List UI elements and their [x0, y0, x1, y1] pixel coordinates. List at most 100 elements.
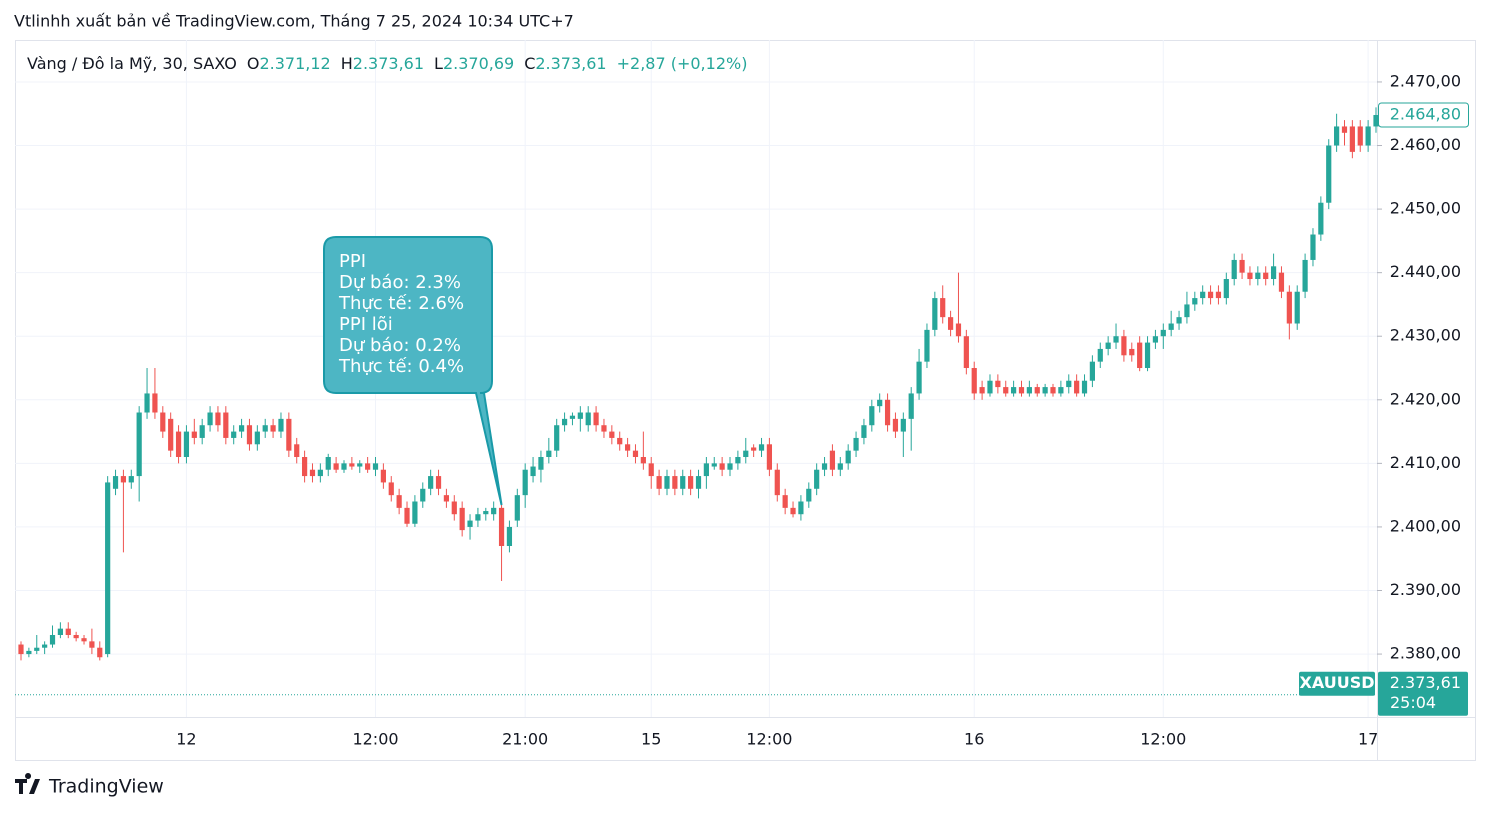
candle-body [798, 501, 804, 515]
candle-body [396, 495, 402, 508]
x-tick-label: 12:00 [746, 730, 792, 749]
candle-body [128, 476, 134, 483]
symbol-tag-label: XAUUSD [1299, 673, 1374, 692]
y-tick-label: 2.450,00 [1390, 199, 1461, 218]
price-tag [1378, 671, 1468, 716]
candle-body [900, 418, 906, 432]
candle-body [561, 418, 568, 426]
candle-body [144, 393, 150, 413]
candle-body [112, 476, 119, 489]
candle-body [341, 463, 347, 470]
candle-body [380, 469, 386, 483]
candle-body [1223, 279, 1229, 299]
candle-body [522, 469, 528, 496]
candle-body [498, 507, 505, 547]
candle-body [42, 644, 48, 648]
candle-body [829, 450, 836, 470]
candle-body [1184, 304, 1190, 318]
candle-body [365, 463, 371, 470]
y-tick-label: 2.440,00 [1390, 262, 1461, 281]
candle-body [719, 463, 725, 470]
candle-body [688, 476, 694, 489]
candle-body [105, 482, 111, 655]
y-tick-label: 2.390,00 [1390, 580, 1461, 599]
candle-body [640, 457, 646, 464]
candle-body [782, 495, 788, 508]
logo-icon [15, 773, 40, 794]
callout-line: PPI lõi [339, 314, 393, 335]
candles [18, 107, 1379, 661]
candle-body [1310, 234, 1316, 260]
candle-body [175, 431, 182, 458]
candle-body [672, 476, 678, 489]
price-tag-label: 2.373,61 [1390, 673, 1461, 692]
callout-line: PPI [339, 251, 366, 272]
candle-body [1365, 126, 1371, 146]
candle-body [199, 425, 205, 438]
candle-body [459, 507, 465, 531]
chart-frame [15, 40, 1476, 761]
candle-body [1286, 291, 1292, 324]
ohlc-key: O [247, 54, 260, 73]
candle-body [325, 457, 331, 470]
candle-body [703, 463, 709, 477]
candle-body [1160, 329, 1166, 337]
candle-body [1081, 380, 1088, 394]
candle-body [790, 507, 796, 515]
candle-body [979, 387, 985, 394]
candle-body [286, 418, 292, 451]
candle-body [806, 488, 812, 502]
y-tick-label: 2.380,00 [1390, 644, 1461, 663]
candle-body [136, 412, 142, 477]
candle-body [404, 507, 410, 524]
candle-body [624, 444, 631, 451]
candle-body [940, 298, 946, 318]
ohlc-key: L [434, 54, 443, 73]
candle-body [1176, 317, 1182, 324]
candle-body [443, 495, 450, 502]
candle-body [1144, 342, 1151, 369]
candle-body [861, 425, 867, 438]
candle-body [254, 431, 260, 445]
candle-body [1066, 380, 1072, 388]
candle-body [467, 520, 473, 527]
candle-body [1011, 387, 1017, 394]
candle-body [26, 650, 32, 655]
candle-body [309, 469, 316, 477]
ohlc-value: 2.370,69 [443, 54, 514, 73]
x-tick-label: 15 [641, 730, 661, 749]
candle-body [1034, 387, 1040, 394]
candle-body [120, 476, 127, 483]
candle-body [1326, 145, 1332, 203]
y-tick-label: 2.470,00 [1390, 71, 1461, 90]
candle-body [514, 495, 520, 521]
candle-body [451, 501, 457, 515]
candle-body [168, 418, 174, 451]
candle-body [160, 412, 166, 432]
x-tick-label: 12 [176, 730, 196, 749]
candle-body [420, 488, 426, 502]
candle-body [987, 380, 993, 394]
candle-body [73, 634, 79, 639]
candle-body [1294, 291, 1300, 324]
candle-body [995, 380, 1001, 388]
candle-body [1270, 266, 1277, 280]
last-price-tag [1378, 102, 1469, 128]
candle-body [869, 406, 875, 426]
candle-body [231, 431, 237, 438]
candle-body [656, 476, 662, 489]
candle-body [593, 412, 599, 426]
candle-body [821, 463, 828, 470]
candle-body [609, 431, 615, 438]
candle-body [388, 482, 394, 496]
ohlc-value: 2.371,12 [259, 54, 330, 73]
candle-body [853, 437, 859, 451]
callout-line: Thực tế: 2.6% [338, 293, 464, 314]
candle-body [223, 412, 229, 438]
last-price-label: 2.464,80 [1390, 105, 1461, 124]
candle-body [317, 469, 323, 477]
candle-body [207, 412, 213, 426]
candle-body [892, 418, 899, 432]
